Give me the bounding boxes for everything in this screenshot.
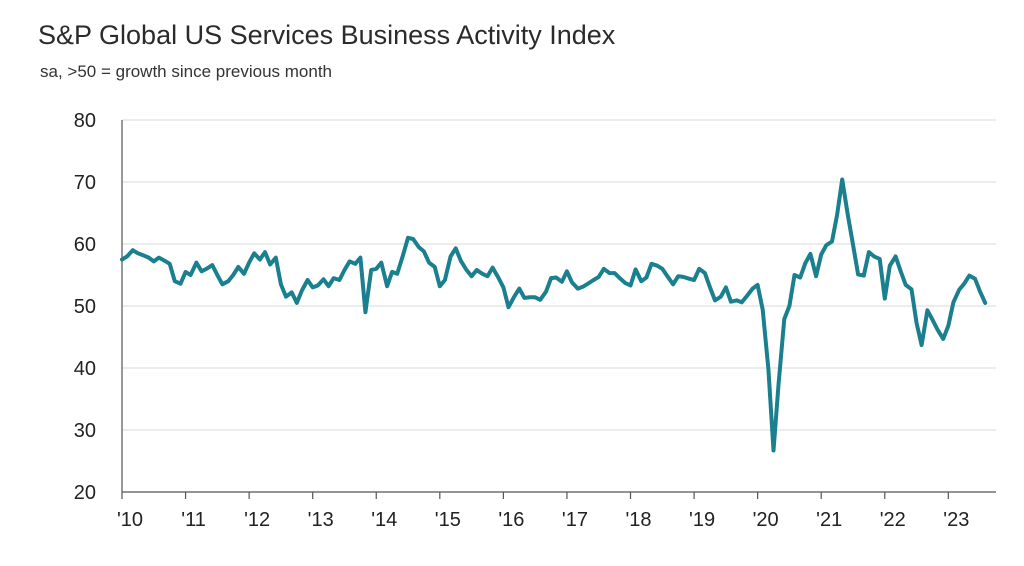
y-tick-label: 80 — [74, 110, 96, 132]
series-lines — [120, 177, 988, 453]
x-tick-label: '11 — [181, 509, 206, 531]
series-line-0 — [120, 177, 988, 453]
x-tick-label: '10 — [117, 509, 143, 531]
x-tick-labels: '10 '11 '12 '13 '14 '15 '16 '17 '18 '19 '20 '21 '22 '… — [117, 509, 969, 531]
y-tick-labels: 20 30 40 50 60 70 80 — [74, 110, 96, 504]
x-tick-label: '13 — [308, 509, 334, 531]
x-tick-label: '21 — [816, 509, 842, 531]
x-tick-label: '18 — [625, 509, 651, 531]
x-tick-label: '17 — [562, 509, 588, 531]
x-tick-label: '19 — [689, 509, 715, 531]
x-tick-label: '20 — [753, 509, 779, 531]
x-tick-label: '23 — [943, 509, 969, 531]
x-tick-label: '15 — [435, 509, 461, 531]
chart-title: S&P Global US Services Business Activity… — [38, 20, 616, 50]
gridlines — [122, 119, 996, 431]
y-tick-label: 40 — [74, 358, 96, 380]
y-tick-label: 20 — [74, 482, 96, 504]
axes — [121, 120, 996, 499]
y-tick-label: 70 — [74, 172, 96, 194]
chart-subtitle: sa, >50 = growth since previous month — [40, 62, 332, 81]
x-tick-label: '22 — [880, 509, 906, 531]
x-tick-label: '16 — [498, 509, 524, 531]
y-tick-label: 60 — [74, 234, 96, 256]
y-tick-label: 30 — [74, 420, 96, 442]
y-tick-label: 50 — [74, 296, 96, 318]
x-tick-label: '12 — [244, 509, 270, 531]
x-tick-label: '14 — [371, 509, 397, 531]
